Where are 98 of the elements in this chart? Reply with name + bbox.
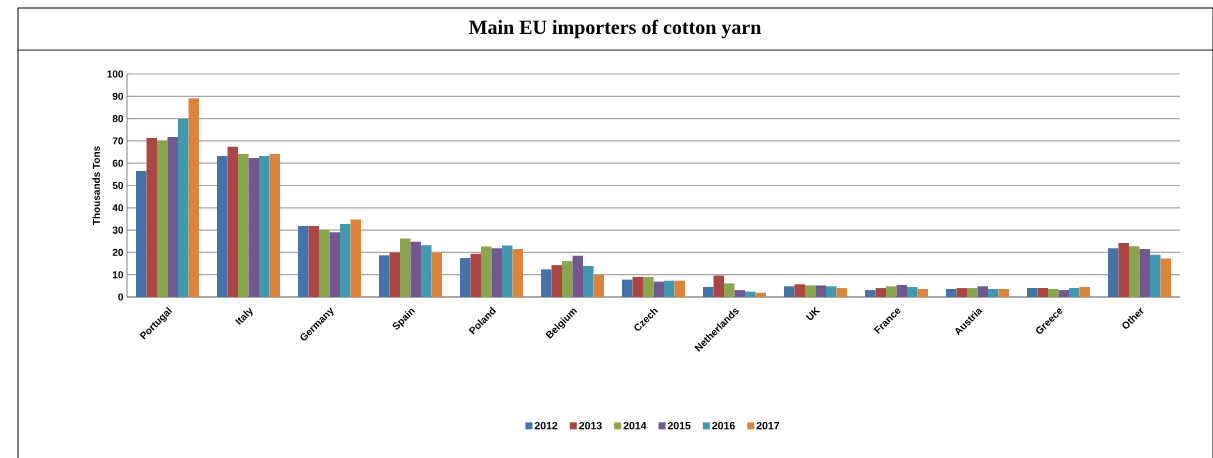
chart-title: Main EU importers of cotton yarn bbox=[468, 19, 762, 39]
y-tick-label: 70 bbox=[112, 137, 124, 145]
y-tick-label: 30 bbox=[112, 226, 124, 234]
bar bbox=[572, 255, 584, 297]
y-tick-label: 80 bbox=[112, 115, 124, 123]
bar bbox=[319, 229, 330, 297]
y-tick-label: 20 bbox=[112, 248, 124, 256]
bar bbox=[805, 285, 816, 297]
bar bbox=[724, 283, 735, 297]
bar bbox=[643, 276, 654, 297]
legend-label: 2016 bbox=[712, 421, 735, 430]
bar bbox=[1037, 288, 1049, 297]
bar bbox=[431, 252, 442, 297]
bar bbox=[917, 288, 929, 297]
bar bbox=[946, 288, 957, 297]
bar bbox=[988, 288, 999, 297]
bar bbox=[875, 288, 887, 297]
bar bbox=[146, 138, 157, 297]
x-tick-label: UK bbox=[805, 306, 821, 320]
x-tick-label: Italy bbox=[235, 307, 253, 326]
y-tick-label: 60 bbox=[112, 159, 124, 167]
bar bbox=[178, 119, 189, 297]
bar bbox=[1069, 288, 1080, 297]
y-tick-label: 0 bbox=[118, 293, 124, 301]
bar bbox=[784, 286, 795, 297]
bar bbox=[157, 140, 168, 297]
bar bbox=[167, 137, 178, 297]
bar bbox=[551, 265, 563, 297]
legend-label: 2014 bbox=[623, 421, 647, 430]
bar bbox=[967, 288, 978, 297]
bar bbox=[836, 288, 848, 297]
y-tick-label: 40 bbox=[112, 204, 124, 212]
bar bbox=[238, 154, 249, 297]
bar bbox=[956, 288, 968, 297]
legend-label: 2015 bbox=[667, 421, 691, 430]
bar bbox=[460, 257, 471, 297]
y-tick-label: 100 bbox=[107, 70, 124, 78]
bar bbox=[188, 98, 199, 297]
bar bbox=[865, 290, 876, 297]
bar bbox=[217, 156, 228, 297]
bar bbox=[1058, 290, 1070, 297]
bar bbox=[350, 219, 361, 297]
bar bbox=[491, 248, 502, 297]
bar bbox=[593, 274, 605, 297]
bar bbox=[1150, 254, 1161, 297]
y-tick-label: 10 bbox=[112, 271, 124, 279]
bar bbox=[734, 290, 745, 297]
bar bbox=[308, 226, 319, 297]
bar bbox=[1129, 246, 1140, 297]
bar bbox=[713, 275, 724, 297]
bar bbox=[1027, 288, 1038, 297]
bar bbox=[1118, 243, 1130, 297]
bar bbox=[1108, 248, 1119, 297]
bar bbox=[562, 261, 573, 297]
bar bbox=[329, 232, 340, 297]
bar bbox=[410, 241, 421, 297]
bar bbox=[826, 286, 837, 297]
bar bbox=[622, 279, 633, 297]
bar bbox=[998, 288, 1010, 297]
bar bbox=[977, 286, 989, 297]
bar bbox=[794, 284, 806, 297]
bar bbox=[1160, 258, 1172, 297]
bar bbox=[248, 158, 259, 297]
bar bbox=[583, 266, 594, 297]
bar bbox=[421, 245, 432, 297]
bar bbox=[664, 280, 675, 297]
bar bbox=[703, 286, 714, 297]
bar bbox=[481, 246, 492, 297]
bar bbox=[259, 156, 270, 297]
bar bbox=[269, 154, 280, 297]
bar bbox=[653, 281, 665, 297]
bar bbox=[1139, 249, 1151, 297]
bar bbox=[340, 224, 351, 297]
y-tick-label: 50 bbox=[112, 181, 124, 190]
bar bbox=[400, 238, 411, 297]
bar bbox=[1048, 288, 1059, 297]
y-axis-title: Thousands Tons bbox=[92, 146, 100, 226]
bar bbox=[1079, 286, 1091, 297]
bar bbox=[632, 276, 644, 297]
bar bbox=[745, 291, 756, 297]
bar bbox=[470, 253, 481, 297]
bar bbox=[389, 252, 400, 297]
legend-label: 2012 bbox=[534, 421, 558, 430]
bar bbox=[136, 171, 147, 297]
bar bbox=[896, 284, 908, 297]
bar bbox=[379, 255, 390, 297]
bar bbox=[886, 286, 897, 297]
bar bbox=[512, 249, 523, 297]
legend-label: 2013 bbox=[579, 421, 602, 430]
bar bbox=[674, 280, 686, 297]
legend-label: 2017 bbox=[756, 421, 780, 430]
bar bbox=[541, 269, 552, 297]
bar bbox=[298, 226, 309, 297]
bar bbox=[227, 146, 238, 297]
bar bbox=[907, 286, 918, 297]
bar bbox=[502, 245, 513, 297]
bar bbox=[815, 285, 827, 297]
y-tick-label: 90 bbox=[112, 92, 124, 100]
